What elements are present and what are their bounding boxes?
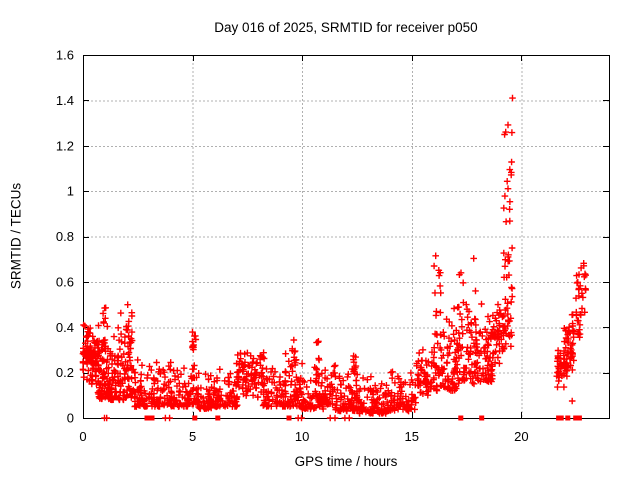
x-tick-label-20: 20 (514, 429, 528, 444)
zero-value-marker (479, 415, 485, 421)
y-tick-label-0: 0 (67, 411, 74, 426)
scatter-points (79, 94, 589, 422)
y-tick-label-1.4: 1.4 (56, 93, 74, 108)
zero-value-marker (576, 415, 582, 421)
x-tick-label-15: 15 (405, 429, 419, 444)
zero-value-marker (192, 415, 198, 421)
zero-value-marker (558, 415, 564, 421)
border-rect (83, 55, 610, 419)
plot-border (83, 55, 610, 419)
zero-value-marker (286, 415, 292, 421)
y-tick-label-0.6: 0.6 (56, 274, 74, 289)
zero-value-marker (144, 415, 150, 421)
x-tick-label-0: 0 (79, 429, 86, 444)
y-tick-label-0.8: 0.8 (56, 229, 74, 244)
zero-value-marker (149, 415, 155, 421)
y-tick-label-0.2: 0.2 (56, 365, 74, 380)
x-axis-label: GPS time / hours (294, 454, 398, 469)
zero-value-marker (215, 415, 221, 421)
zero-value-marker (458, 415, 464, 421)
y-tick-label-1.2: 1.2 (56, 138, 74, 153)
y-tick-label-1.6: 1.6 (56, 48, 74, 63)
gridlines (83, 55, 609, 418)
y-tick-label-0.4: 0.4 (56, 320, 74, 335)
zero-value-marker (573, 415, 579, 421)
y-tick-label-1: 1 (67, 184, 74, 199)
axis-ticks (83, 55, 609, 419)
zero-value-marker (565, 415, 571, 421)
x-tick-label-5: 5 (189, 429, 196, 444)
zero-value-marker (556, 415, 562, 421)
scatter-points-path (79, 94, 589, 422)
x-tick-label-10: 10 (295, 429, 309, 444)
plot-title: Day 016 of 2025, SRMTID for receiver p05… (214, 20, 478, 35)
tick-labels: 0 5 10 15 20 0 0.2 0.4 0.6 0.8 1 1.2 1.4 1.6 (56, 48, 529, 445)
